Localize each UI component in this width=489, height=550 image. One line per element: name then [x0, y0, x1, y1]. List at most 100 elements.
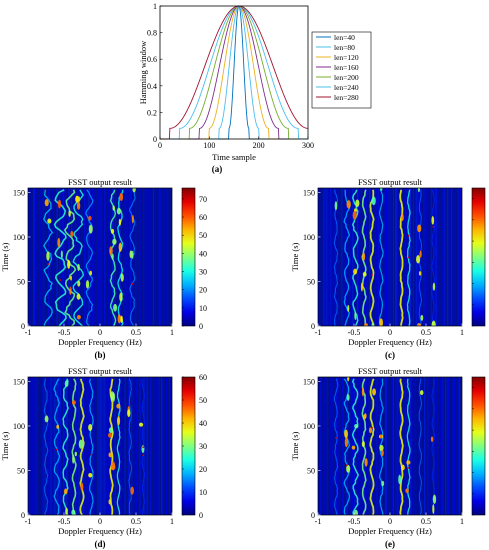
x-tick-label: -0.5 [348, 328, 361, 337]
colorbar-scale [471, 376, 486, 516]
x-tick-label: 100 [203, 141, 215, 150]
colorbar-scale [181, 187, 196, 327]
series-line-len=240 [160, 5, 308, 140]
x-tick-label: 0.5 [131, 517, 141, 526]
colorbar-tick-label: 60 [199, 373, 207, 382]
legend-entry: len=80 [334, 43, 355, 52]
y-tick-label: 0 [21, 511, 25, 520]
x-tick-label: 0 [158, 141, 162, 150]
y-axis-label: Time (s) [290, 431, 300, 460]
y-tick-label: 0 [311, 322, 315, 331]
y-axis-label: Time (s) [0, 431, 10, 460]
y-tick-label: 100 [303, 233, 315, 242]
legend-entry: len=120 [334, 53, 359, 62]
legend-entry: len=200 [334, 73, 359, 82]
heatmap-panel-b: -1 -0.5 0 0.5 1 0 50 100 150 FSST output result Do… [0, 177, 207, 360]
y-tick-label: 50 [307, 466, 315, 475]
panel-label: (a) [212, 164, 223, 174]
heatmap-panel-e: -1 -0.5 0 0.5 1 0 50 100 150 FSST output result Do… [290, 366, 486, 549]
legend-entry: len=240 [334, 83, 359, 92]
y-tick-label: 100 [13, 233, 25, 242]
x-tick-label: 1 [460, 517, 464, 526]
colorbar-tick-label: 50 [199, 231, 207, 240]
colorbar-tick-label: 30 [199, 442, 207, 451]
x-tick-label: 200 [253, 141, 265, 150]
x-tick-label: 0 [98, 328, 102, 337]
panel-label: (b) [95, 350, 106, 360]
series-line-len=280 [160, 5, 309, 140]
y-tick-label: 0 [153, 135, 157, 144]
y-tick-label: 50 [307, 277, 315, 286]
x-tick-label: 0 [388, 517, 392, 526]
colorbar-tick-label: 20 [199, 465, 207, 474]
heatmap-image [318, 188, 462, 326]
chart-title: FSST output result [358, 177, 423, 187]
x-tick-label: -0.5 [58, 517, 71, 526]
x-axis-label: Doppler Frequency (Hz) [58, 526, 142, 536]
x-tick-label: 0 [388, 328, 392, 337]
x-tick-label: 0.5 [421, 517, 431, 526]
legend-entry: len=40 [334, 33, 355, 42]
x-tick-label: 1 [170, 517, 174, 526]
x-tick-label: -1 [25, 517, 32, 526]
x-tick-label: -0.5 [58, 328, 71, 337]
y-tick-label: 50 [17, 277, 25, 286]
heatmap-image [28, 188, 172, 326]
y-tick-label: 0.4 [147, 82, 157, 91]
hamming-window-plot: 0 100 200 300 0 0.2 0.4 0.6 0.8 1 Time sample Hammi… [138, 2, 372, 174]
legend-entry: len=160 [334, 63, 359, 72]
x-tick-label: -1 [315, 328, 322, 337]
colorbar-tick-label: 20 [199, 286, 207, 295]
plot-frame [159, 5, 309, 140]
colorbar-tick-label: 50 [199, 396, 207, 405]
y-tick-label: 150 [303, 377, 315, 386]
x-tick-label: -1 [25, 328, 32, 337]
colorbar-tick-label: 40 [199, 249, 207, 258]
colorbar-tick-label: 0 [199, 511, 203, 520]
x-axis-label: Doppler Frequency (Hz) [348, 526, 432, 536]
colorbar-tick-label: 30 [199, 268, 207, 277]
panel-label: (d) [95, 539, 106, 549]
x-tick-label: 1 [460, 328, 464, 337]
legend: len=40len=80len=120len=160len=200len=240… [311, 31, 372, 109]
colorbar-scale [471, 187, 486, 327]
y-axis-label: Hamming window [138, 40, 148, 104]
panel-label: (c) [385, 350, 395, 360]
colorbar: 0 10 20 30 40 50 60 [181, 373, 207, 520]
y-tick-label: 150 [13, 377, 25, 386]
x-tick-label: -0.5 [348, 517, 361, 526]
x-tick-label: 0 [98, 517, 102, 526]
colorbar-tick-label: 60 [199, 213, 207, 222]
heatmap-image [318, 377, 462, 515]
colorbar-tick-label: 70 [199, 195, 207, 204]
y-tick-label: 100 [303, 422, 315, 431]
y-axis-label: Time (s) [0, 242, 10, 271]
x-axis-label: Time sample [212, 152, 256, 162]
y-tick-label: 1 [153, 2, 157, 11]
x-tick-label: 300 [302, 141, 314, 150]
x-axis-label: Doppler Frequency (Hz) [58, 337, 142, 347]
y-axis-label: Time (s) [290, 242, 300, 271]
panel-label: (e) [385, 539, 395, 549]
x-tick-label: -1 [315, 517, 322, 526]
y-tick-label: 150 [303, 188, 315, 197]
y-tick-label: 0.6 [147, 55, 157, 64]
x-tick-label: 1 [170, 328, 174, 337]
y-tick-label: 0 [21, 322, 25, 331]
chart-title: FSST output result [358, 366, 423, 376]
heatmap-image [28, 377, 172, 515]
y-tick-label: 150 [13, 188, 25, 197]
y-tick-label: 0.2 [147, 108, 157, 117]
colorbar-tick-label: 10 [199, 488, 207, 497]
heatmap-panel-c: -1 -0.5 0 0.5 1 0 50 100 150 FSST output result Do… [290, 177, 486, 360]
y-tick-label: 50 [17, 466, 25, 475]
y-tick-label: 0.8 [147, 29, 157, 38]
x-tick-label: 0.5 [421, 328, 431, 337]
legend-box [311, 31, 372, 109]
chart-title: FSST output result [68, 366, 133, 376]
colorbar-tick-label: 40 [199, 419, 207, 428]
chart-title: FSST output result [68, 177, 133, 187]
x-tick-label: 0.5 [131, 328, 141, 337]
y-tick-label: 0 [311, 511, 315, 520]
